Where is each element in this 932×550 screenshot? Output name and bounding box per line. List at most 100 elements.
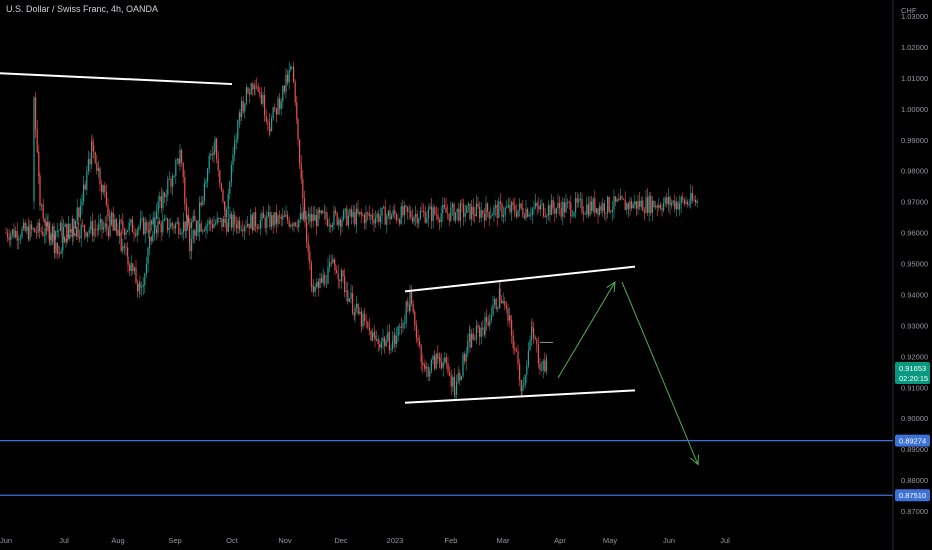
level-label-bg	[895, 489, 930, 502]
candle-body	[109, 217, 111, 219]
candle-body	[45, 222, 47, 227]
candle-body	[160, 196, 162, 209]
candle-body	[194, 230, 196, 236]
candle-body	[533, 328, 535, 338]
candle-body	[333, 259, 335, 265]
candle-body	[304, 212, 306, 223]
candle-body	[53, 226, 55, 240]
candle-body	[503, 214, 505, 218]
x-tick-label: 2023	[387, 536, 404, 545]
candle-body	[254, 85, 256, 87]
candle-body	[434, 207, 436, 215]
candle-body	[521, 386, 523, 392]
candle-body	[475, 203, 477, 217]
candle-body	[424, 365, 426, 369]
candle-body	[165, 194, 167, 197]
x-tick-label: Aug	[111, 536, 124, 545]
candle-body	[63, 227, 65, 237]
candle-body	[489, 319, 491, 326]
arrow-down-head	[690, 454, 700, 466]
candle-body	[323, 211, 325, 213]
candle-body	[157, 201, 159, 213]
candle-body	[229, 213, 231, 219]
candle-body	[135, 267, 137, 284]
candle-body	[255, 212, 257, 227]
candle-body	[192, 215, 194, 222]
candle-body	[186, 215, 188, 231]
candle-body	[345, 290, 347, 293]
candle-body	[104, 223, 106, 228]
candle-body	[411, 217, 413, 222]
candle-body	[462, 354, 464, 377]
candle-body	[375, 217, 377, 224]
y-tick-label: 0.99000	[901, 136, 928, 145]
candle-body	[688, 203, 690, 205]
candle-body	[610, 211, 612, 213]
candle-body	[112, 212, 114, 231]
candle-body	[191, 239, 193, 251]
candle-body	[653, 200, 655, 208]
candle-body	[210, 153, 212, 156]
candle-body	[214, 138, 216, 152]
candle-body	[658, 204, 660, 208]
candle-body	[138, 226, 140, 230]
candle-body	[570, 202, 572, 217]
candle-body	[62, 237, 64, 251]
candle-body	[259, 220, 261, 229]
candle-body	[199, 223, 201, 233]
candle-body	[530, 214, 532, 216]
candle-body	[191, 221, 193, 228]
candle-body	[215, 223, 217, 225]
y-tick-label: 1.02000	[901, 43, 928, 52]
candle-body	[32, 228, 34, 230]
candle-body	[490, 215, 492, 219]
candle-body	[107, 229, 109, 237]
candle-body	[531, 208, 533, 215]
candle-body	[263, 212, 265, 218]
candle-body	[452, 376, 454, 387]
candle-body	[362, 313, 364, 327]
candle-body	[466, 205, 468, 214]
candle-body	[152, 217, 154, 225]
candle-body	[527, 208, 529, 217]
candle-body	[288, 70, 290, 83]
candle-body	[250, 214, 252, 229]
candle-body	[595, 208, 597, 213]
candle-body	[395, 214, 397, 221]
candle-body	[450, 207, 452, 221]
candle-body	[453, 204, 455, 221]
candle-body	[265, 115, 267, 122]
candle-body	[447, 363, 449, 372]
candle-body	[356, 303, 358, 308]
candle-body	[242, 101, 244, 112]
candle-body	[613, 196, 615, 210]
candle-body	[687, 201, 689, 205]
candle-body	[259, 91, 261, 94]
candle-body	[357, 208, 359, 214]
candle-body	[29, 224, 31, 240]
candle-body	[680, 197, 682, 204]
candle-body	[568, 201, 570, 203]
candle-body	[285, 74, 287, 92]
candle-body	[39, 222, 41, 232]
candle-body	[576, 198, 578, 203]
candle-body	[605, 213, 607, 214]
candle-body	[57, 243, 59, 254]
candle-body	[18, 239, 20, 241]
candle-body	[472, 206, 474, 215]
candle-body	[584, 213, 586, 215]
candle-body	[539, 204, 541, 210]
candle-body	[224, 201, 226, 211]
candle-body	[96, 229, 98, 231]
candle-body	[199, 202, 201, 221]
candle-body	[413, 217, 415, 222]
candle-body	[313, 286, 315, 292]
candle-body	[483, 213, 485, 221]
candle-body	[231, 213, 233, 228]
candle-body	[105, 191, 107, 205]
candle-body	[317, 281, 319, 288]
candle-body	[93, 228, 95, 236]
candle-body	[211, 224, 213, 228]
candle-body	[115, 227, 117, 232]
